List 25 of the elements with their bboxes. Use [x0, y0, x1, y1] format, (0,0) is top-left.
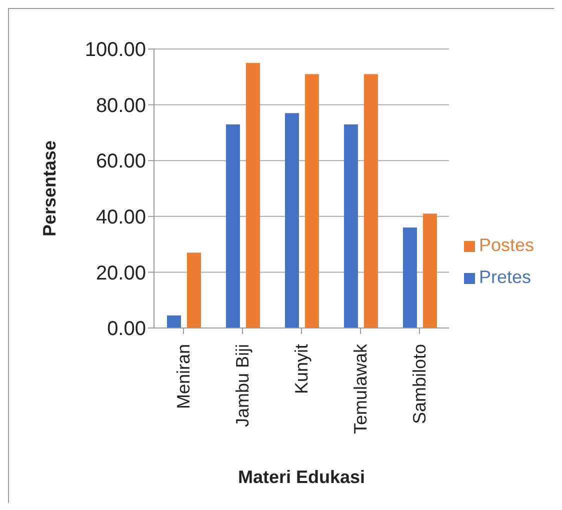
y-tick-label: 80.00 — [96, 94, 146, 117]
bar — [166, 315, 181, 328]
y-axis-title: Persentase — [39, 140, 60, 237]
bar — [226, 124, 240, 328]
x-tick-label: Temulawak — [350, 343, 370, 434]
legend-label: Postes — [478, 235, 534, 255]
y-tick-label: 40.00 — [96, 206, 146, 228]
bar — [186, 252, 201, 328]
y-tick-label: 100.00 — [84, 39, 146, 62]
x-tick-label: Meniran — [173, 344, 194, 410]
y-tick-label: 20.00 — [96, 262, 146, 284]
bar — [364, 74, 378, 328]
x-tick-label: Kunyit — [291, 344, 312, 394]
x-tick-label: Jambu Biji — [232, 344, 252, 428]
bar — [304, 74, 319, 328]
bar — [422, 214, 437, 328]
legend-label: Pretes — [478, 267, 531, 287]
bar — [344, 124, 358, 328]
bar — [246, 62, 260, 328]
x-tick-label: Sambiloto — [409, 344, 430, 424]
y-tick-label: 60.00 — [96, 150, 146, 173]
bar — [402, 228, 417, 328]
x-axis-title: Materi Edukasi — [238, 467, 366, 487]
y-tick-label: 0.00 — [107, 318, 146, 340]
bar — [284, 113, 299, 328]
